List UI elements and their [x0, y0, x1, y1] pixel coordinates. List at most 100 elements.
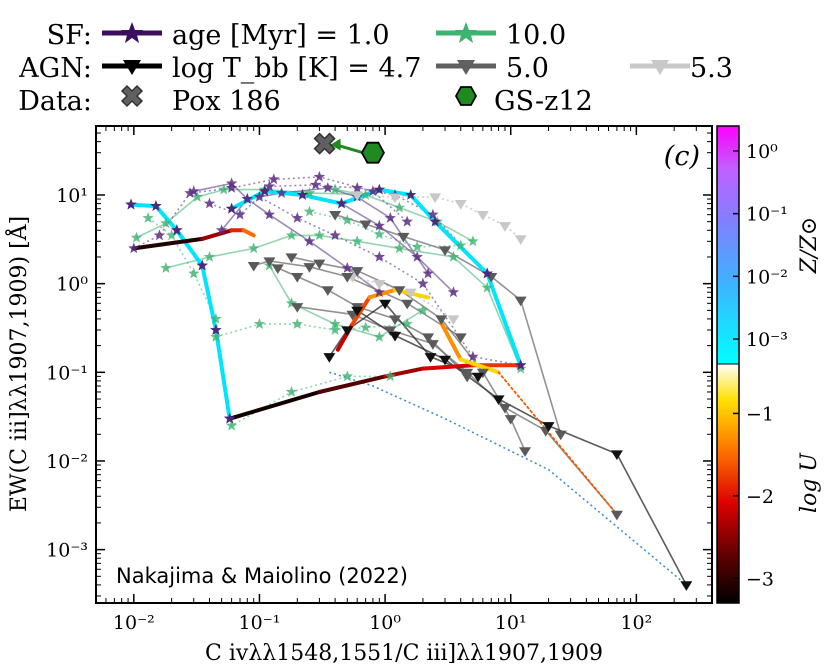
axis-ticks: 10⁻² 10⁻¹ 10⁰ 10¹ 10² 10⁻³ 10⁻² 10⁻¹ 10⁰ 10¹	[46, 126, 712, 634]
y-tick-label: 10⁻¹	[46, 362, 88, 384]
ionization-track-segment	[350, 295, 372, 327]
agn-50-marker	[291, 303, 304, 313]
y-axis-label: EW(C iii]λλ1907,1909) [Å]	[4, 216, 32, 512]
track-marker	[296, 189, 309, 200]
ionization-track-segment	[241, 228, 256, 238]
sf-young-marker	[215, 224, 228, 236]
sf-old-grid-line	[165, 234, 522, 369]
ionization-track-segment	[367, 287, 397, 300]
sf-young-marker	[384, 212, 396, 223]
agn-47-marker	[492, 395, 505, 405]
track-marker	[373, 183, 385, 195]
agn-47-marker	[389, 331, 402, 342]
track-marker	[225, 202, 238, 214]
sf-old-marker	[188, 267, 200, 279]
agn-50-marker	[439, 246, 452, 256]
sf-old-marker	[467, 235, 479, 247]
agn-50-marker	[610, 510, 623, 521]
ionization-track-segment	[317, 374, 388, 394]
sf-old-marker	[455, 239, 467, 251]
metallicity-track-young-mid	[230, 187, 523, 366]
agn-50-marker	[426, 340, 439, 350]
sf-young-marker	[188, 185, 200, 197]
sf-young-marker	[241, 193, 253, 204]
sf-young-marker	[341, 262, 353, 273]
track-marker	[515, 359, 527, 371]
agn-50-marker	[504, 415, 517, 425]
gsz12-arrow-line	[338, 144, 364, 155]
track-marker	[481, 267, 493, 279]
agn-50-marker	[303, 263, 316, 273]
legend-handle-pox186	[120, 84, 144, 108]
legend-handle-agn-50	[436, 60, 496, 75]
agn-47-marker	[323, 353, 336, 363]
agn-50-marker	[389, 315, 402, 325]
sf-young-marker	[329, 229, 341, 241]
sf-young-marker	[275, 187, 288, 198]
agn-47-marker	[542, 422, 555, 432]
sf-young-marker	[411, 251, 423, 262]
track-marker	[224, 412, 236, 424]
plot-frame	[95, 125, 713, 604]
sf-young-marker	[291, 212, 303, 223]
legend-row-label-agn: AGN:	[18, 53, 92, 84]
sf-old-marker	[313, 229, 326, 241]
agn-50-marker	[291, 273, 304, 283]
sf-young-marker	[422, 267, 434, 279]
sf-old-marker	[210, 312, 222, 324]
data-markers	[125, 132, 693, 591]
colorbar-tick-label: −2	[746, 486, 774, 508]
legend-label-pox186: Pox 186	[172, 86, 281, 117]
sf-old-marker	[248, 242, 260, 254]
x-tick-label: 10⁰	[369, 612, 401, 634]
agn-50-marker	[285, 253, 298, 263]
sf-young-marker	[373, 219, 385, 231]
sf-old-marker	[218, 183, 230, 195]
colorbar-metallicity	[717, 126, 739, 364]
agn-47-marker	[379, 299, 392, 310]
agn-53-marker	[373, 280, 386, 290]
sf-old-marker	[393, 201, 406, 213]
ionization-track-segment	[227, 390, 322, 421]
agn-47-marker	[351, 306, 364, 317]
track-marker	[258, 185, 271, 197]
sf-young-marker	[253, 191, 266, 202]
sf-young-marker	[313, 170, 326, 182]
sf-young-marker	[128, 242, 140, 254]
agn-50-marker	[397, 232, 410, 243]
sf-young-marker	[234, 208, 246, 220]
sf-young-marker	[225, 177, 238, 189]
sf-young-marker	[303, 235, 316, 247]
agn-53-grid-line	[352, 275, 454, 320]
sf-old-marker	[359, 189, 372, 200]
colorbar-label-logu: log U	[797, 452, 822, 513]
agn-50-marker	[519, 447, 532, 457]
sf-young-marker	[263, 180, 276, 192]
y-tick-label: 10⁰	[56, 274, 88, 296]
sf-old-marker	[384, 370, 396, 382]
sf-young-marker	[417, 277, 429, 289]
sf-old-marker	[417, 304, 429, 316]
agn-53-marker	[476, 211, 489, 221]
sf-old-marker	[303, 187, 316, 198]
agn-47-marker	[680, 581, 693, 591]
track-marker	[125, 198, 137, 210]
gsz12-arrow-head	[330, 138, 341, 151]
legend-row-label-data: Data:	[18, 86, 92, 117]
agn-50-marker	[351, 267, 364, 277]
x-tick-label: 10⁻¹	[239, 612, 281, 634]
sf-young-marker	[367, 185, 379, 197]
agn-50-marker	[341, 273, 354, 283]
colorbar-label-metallicity: Z/Z⊙	[797, 217, 822, 274]
legend-handle-gsz12	[454, 86, 478, 106]
y-tick-label: 10¹	[56, 185, 88, 207]
agn-50-marker	[247, 261, 260, 272]
legend-label-agn-47: log T_bb [K] = 4.7	[172, 53, 421, 84]
agn-50-marker	[454, 333, 467, 344]
sf-young-grid-line	[209, 196, 521, 367]
sf-old-marker	[393, 242, 406, 254]
legend-handle-sf-young	[102, 22, 162, 43]
agn-53-marker	[498, 222, 511, 232]
ionization-track-segment	[420, 363, 475, 371]
sf-old-grid-line	[309, 210, 461, 248]
